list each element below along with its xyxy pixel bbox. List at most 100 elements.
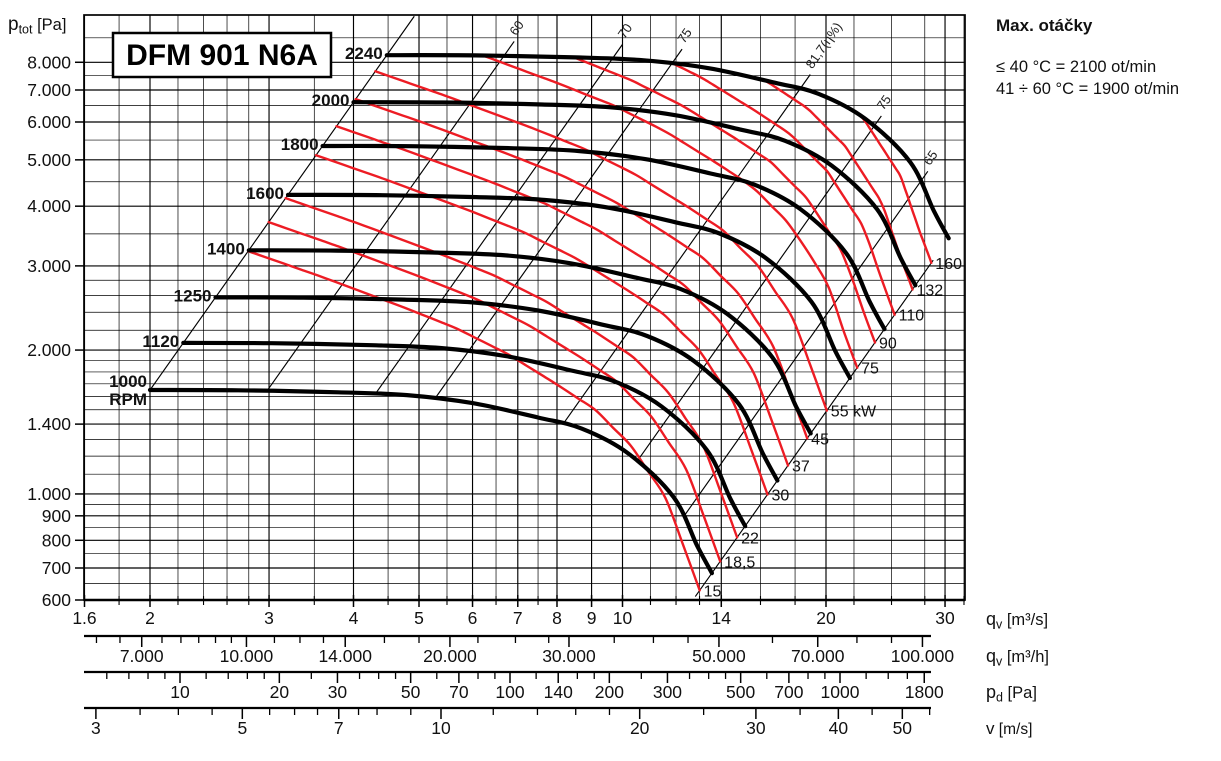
scale-bar-m3h: 7.000 10.000 14.000 20.000 30.000 50.000 70.00… (84, 634, 955, 666)
scale-label-pd-50: 50 (401, 682, 421, 702)
pd-axis-caption: pd [Pa] (986, 682, 1037, 705)
fan-curve-1250 (213, 295, 780, 483)
y-axis-label-700: 700 (42, 558, 71, 578)
efficiency-line-boundary-7 (694, 259, 934, 597)
scale-label-pd-30: 30 (328, 682, 348, 702)
power-curve-75 (481, 54, 859, 369)
efficiency-label-75: 75 (674, 25, 695, 45)
x-axis-label-8: 8 (552, 608, 562, 628)
x-axis-label-7: 7 (513, 608, 523, 628)
scale-label-m3h-30000: 30.000 (542, 646, 596, 666)
power-label-18.5: 18,5 (724, 554, 755, 571)
y-axis-label-8000: 8.000 (27, 52, 71, 72)
scale-label-v-40: 40 (829, 718, 849, 738)
pd-axis-caption-text: pd [Pa] (986, 682, 1037, 705)
power-curve-90 (572, 56, 877, 344)
efficiency-line-70 (374, 44, 623, 395)
rpm-label-2000: 2000 (312, 91, 350, 110)
efficiency-line-60 (266, 41, 515, 392)
scale-bar-pd: 10 20 30 50 70 100 140 200 300 500 700 1000 1800 (84, 670, 944, 702)
fan-curve-1000 (147, 387, 714, 576)
fan-curve-2240 (384, 53, 951, 241)
max-speed-note: Max. otáčky ≤ 40 °C = 2100 ot/min 41 ÷ 6… (996, 16, 1179, 98)
scale-bar-v: 3 5 7 10 20 30 40 50 (84, 706, 931, 738)
power-curve-160 (859, 115, 933, 264)
power-curve-55 (374, 70, 828, 412)
rpm-label-1120: 1120 (142, 332, 179, 351)
x-axis-label-1.6: 1.6 (72, 608, 96, 628)
y-axis-label-900: 900 (42, 506, 71, 526)
rpm-label-1600: 1600 (246, 184, 284, 203)
qv-m3h-axis-caption-text: qv [m³/h] (986, 646, 1049, 669)
max-speed-heading: Max. otáčky (996, 16, 1093, 35)
scale-label-m3h-70000: 70.000 (791, 646, 845, 666)
power-label-45: 45 (811, 431, 829, 448)
y-axis-label-1400: 1.400 (27, 414, 71, 434)
efficiency-line-81,7(η%) (562, 74, 811, 425)
x-axis-label-20: 20 (816, 608, 836, 628)
qv-m3h-axis-caption: qv [m³/h] (986, 646, 1049, 669)
y-axis-label-4000: 4.000 (27, 196, 71, 216)
scale-label-pd-100: 100 (495, 682, 524, 702)
fan-curve-2000 (351, 100, 918, 288)
x-axis-label-14: 14 (712, 608, 732, 628)
scale-label-v-5: 5 (237, 718, 247, 738)
scale-label-m3h-20000: 20.000 (423, 646, 477, 666)
grid (84, 15, 965, 600)
qv-m3s-axis-caption: qv [m³/s] (986, 609, 1048, 632)
scale-label-m3h-7000: 7.000 (120, 646, 164, 666)
y-axis-label-3000: 3.000 (27, 256, 71, 276)
x-axis-label-6: 6 (468, 608, 478, 628)
efficiency-label-60: 60 (506, 18, 527, 38)
scale-label-v-30: 30 (746, 718, 766, 738)
power-label-15: 15 (704, 583, 722, 600)
efficiency-label-75: 75 (874, 92, 895, 112)
power-label-22: 22 (741, 530, 759, 547)
rpm-unit-label: RPM (109, 390, 147, 409)
y-axis-label-7000: 7.000 (27, 80, 71, 100)
fan-curve-1120 (181, 340, 748, 529)
fan-curve-1400 (246, 248, 813, 436)
x-axis-label-9: 9 (587, 608, 597, 628)
scale-label-pd-1800: 1800 (905, 682, 944, 702)
rpm-label-2240: 2240 (345, 44, 383, 63)
y-axis-label-6000: 6.000 (27, 112, 71, 132)
x-axis-label-3: 3 (264, 608, 274, 628)
v-axis-caption: v [m/s] (986, 719, 1032, 738)
axis-labels: 8.000 7.000 6.000 5.000 4.000 3.000 2.000 1.400… (27, 52, 965, 628)
rpm-label-1000: 1000 (109, 372, 147, 391)
x-axis-label-4: 4 (349, 608, 359, 628)
scale-label-pd-20: 20 (270, 682, 290, 702)
efficiency-labels: 60 70 75 81,7(η%) 75 65 (506, 18, 940, 168)
rpm-label-1800: 1800 (281, 135, 319, 154)
max-speed-line-1: ≤ 40 °C = 2100 ot/min (996, 58, 1156, 76)
power-label-160: 160 (935, 256, 962, 273)
power-curve-45 (354, 97, 809, 440)
power-curve-37 (335, 125, 790, 467)
power-label-55: 55 kW (831, 404, 877, 421)
power-curve-18.5 (267, 220, 722, 563)
scale-label-pd-1000: 1000 (821, 682, 860, 702)
scale-label-v-20: 20 (630, 718, 650, 738)
x-axis-label-2: 2 (145, 608, 155, 628)
scale-label-pd-140: 140 (544, 682, 573, 702)
max-speed-line-2: 41 ÷ 60 °C = 1900 ot/min (996, 80, 1179, 98)
power-label-90: 90 (879, 335, 897, 352)
efficiency-label-70: 70 (615, 21, 636, 41)
scale-label-v-3: 3 (91, 718, 101, 738)
efficiency-line-boundary-0 (149, 15, 415, 391)
chart-title: DFM 901 N6A (126, 39, 318, 72)
generated-chart-layers: 8.000 7.000 6.000 5.000 4.000 3.000 2.000 1.400… (8, 14, 1049, 738)
power-curve-15 (247, 249, 701, 592)
scale-label-pd-300: 300 (653, 682, 682, 702)
qv-m3s-axis-caption-text: qv [m³/s] (986, 609, 1048, 632)
scale-label-m3h-100000: 100.000 (891, 646, 955, 666)
v-axis-caption-text: v [m/s] (986, 719, 1032, 738)
scale-label-pd-700: 700 (774, 682, 803, 702)
title-box: DFM 901 N6A (111, 31, 333, 79)
scale-label-pd-500: 500 (726, 682, 755, 702)
